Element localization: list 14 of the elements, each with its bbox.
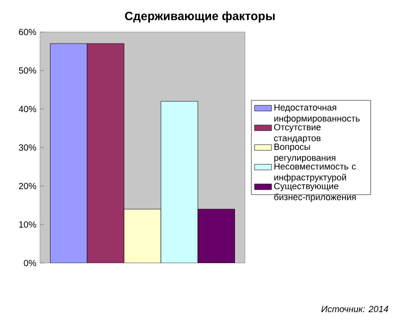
- legend-label: Существующие бизнес-приложения: [274, 182, 356, 202]
- y-tick-label: 0%: [24, 260, 36, 266]
- legend-label: Несовместимость с инфраструктурой: [274, 163, 356, 182]
- chart-title: Сдерживающие факторы: [125, 11, 275, 23]
- legend-label: Отсутствие стандартов: [274, 124, 321, 144]
- y-tick-label: 10%: [19, 221, 36, 228]
- y-tick-label: 40%: [18, 106, 36, 112]
- y-tick-label: 30%: [18, 144, 36, 151]
- text: Источник: 2014: [321, 306, 388, 312]
- y-tick-label: 50%: [18, 67, 36, 74]
- legend-label: Вопросы регулирования: [274, 144, 336, 163]
- y-tick-label: 60%: [18, 28, 36, 36]
- y-tick-label: 20%: [18, 182, 36, 190]
- legend-label: Недостаточная информированность: [274, 104, 360, 124]
